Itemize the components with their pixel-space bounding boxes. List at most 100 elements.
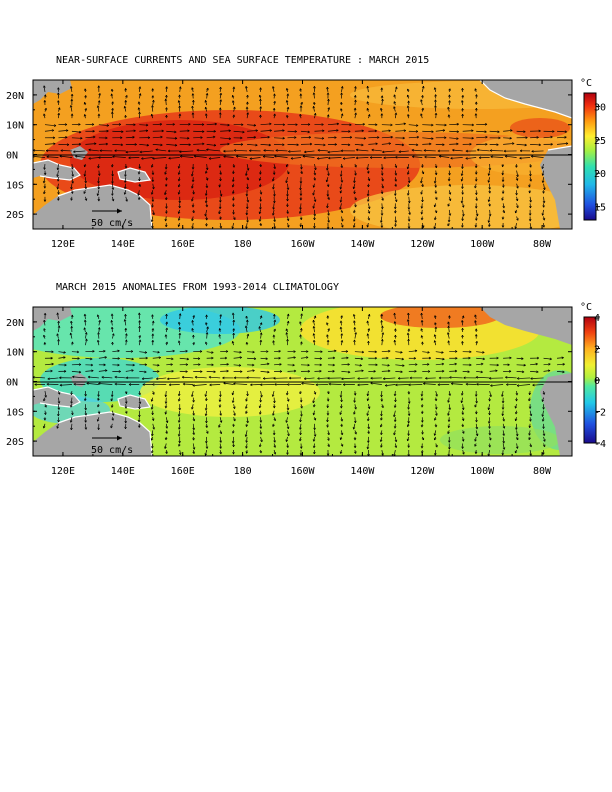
current-vector bbox=[194, 155, 207, 158]
current-vector-head bbox=[199, 350, 203, 353]
current-vector bbox=[327, 430, 330, 436]
current-vector-head bbox=[423, 382, 426, 386]
current-vector bbox=[206, 87, 209, 93]
current-vector-head bbox=[191, 320, 194, 323]
current-vector bbox=[112, 350, 120, 353]
current-vector-head bbox=[447, 321, 450, 325]
current-vector-head bbox=[239, 350, 242, 354]
current-vector-head bbox=[448, 88, 451, 91]
current-vector-head bbox=[468, 356, 471, 360]
current-vector-head bbox=[232, 114, 236, 117]
current-vector-head bbox=[379, 439, 383, 442]
current-vector-head bbox=[267, 362, 270, 366]
current-vector bbox=[542, 410, 544, 417]
current-vector-head bbox=[96, 339, 100, 343]
current-vector bbox=[326, 177, 329, 183]
current-vector-head bbox=[138, 406, 141, 410]
current-vector-head bbox=[420, 312, 423, 316]
current-vector bbox=[70, 423, 73, 430]
current-vector-head bbox=[141, 377, 145, 381]
current-vector-head bbox=[438, 155, 442, 158]
current-vector-head bbox=[390, 123, 393, 127]
current-vector-head bbox=[380, 399, 384, 402]
current-vector bbox=[152, 364, 160, 366]
current-vector bbox=[166, 357, 174, 360]
current-vector-head bbox=[84, 394, 87, 397]
current-vector bbox=[299, 321, 302, 326]
current-vector-head bbox=[191, 334, 195, 338]
current-vector-head bbox=[144, 370, 147, 374]
current-vector-head bbox=[334, 349, 337, 353]
current-vector-head bbox=[424, 155, 427, 159]
current-vector-head bbox=[96, 193, 100, 196]
current-vector bbox=[233, 106, 236, 112]
current-vector-head bbox=[352, 426, 356, 430]
current-vector-head bbox=[259, 98, 262, 102]
colorbar-tick-label: 2 bbox=[594, 345, 600, 356]
scale-arrow-bottom bbox=[92, 435, 122, 441]
current-vector-head bbox=[165, 114, 168, 118]
current-vector-head bbox=[231, 100, 235, 103]
current-vector-head bbox=[413, 356, 416, 360]
current-vector-head bbox=[231, 392, 235, 396]
current-vector bbox=[340, 391, 342, 398]
current-vector-head bbox=[57, 401, 61, 404]
current-vector-head bbox=[501, 394, 504, 397]
current-vector-head bbox=[340, 149, 344, 153]
current-vector-head bbox=[151, 314, 154, 317]
current-vector bbox=[178, 430, 181, 437]
current-vector-head bbox=[192, 418, 196, 422]
current-vector-head bbox=[317, 377, 320, 380]
current-vector-head bbox=[521, 370, 525, 374]
current-vector-head bbox=[308, 136, 312, 139]
current-vector-head bbox=[312, 319, 316, 323]
current-vector bbox=[448, 163, 451, 169]
current-vector-head bbox=[64, 363, 67, 367]
current-vector-head bbox=[488, 426, 491, 429]
current-vector-head bbox=[245, 106, 249, 110]
current-vector bbox=[223, 382, 234, 385]
current-vector-head bbox=[448, 184, 451, 187]
current-vector-head bbox=[415, 130, 419, 133]
current-vector-head bbox=[354, 407, 357, 410]
current-vector-head bbox=[461, 95, 465, 98]
current-vector-head bbox=[191, 186, 194, 189]
current-vector-head bbox=[288, 376, 292, 380]
current-vector-head bbox=[380, 213, 384, 216]
current-vector-head bbox=[515, 178, 519, 181]
current-vector bbox=[85, 196, 87, 201]
current-vector bbox=[219, 170, 222, 175]
current-vector bbox=[407, 170, 410, 175]
current-vector-head bbox=[461, 192, 465, 195]
current-vector-head bbox=[393, 414, 396, 418]
current-vector-head bbox=[550, 135, 553, 139]
current-vector bbox=[502, 417, 505, 422]
current-vector-head bbox=[474, 225, 478, 228]
current-vector-head bbox=[286, 106, 290, 110]
current-vector bbox=[304, 150, 315, 153]
current-vector-head bbox=[204, 408, 208, 411]
current-vector-head bbox=[174, 130, 177, 134]
current-vector-head bbox=[259, 87, 262, 90]
current-vector bbox=[395, 357, 404, 360]
current-vector-head bbox=[339, 187, 343, 190]
current-vector-head bbox=[259, 192, 263, 195]
current-vector-head bbox=[152, 157, 155, 160]
current-vector-head bbox=[50, 369, 53, 373]
current-vector bbox=[407, 190, 410, 196]
current-vector-head bbox=[353, 445, 357, 449]
current-vector bbox=[246, 216, 249, 223]
current-vector bbox=[205, 410, 208, 416]
current-vector-head bbox=[278, 356, 281, 360]
current-vector bbox=[542, 177, 544, 183]
current-vector-head bbox=[56, 333, 59, 336]
colorbar-unit-bottom: °C bbox=[580, 302, 592, 313]
current-vector-head bbox=[83, 191, 86, 194]
current-vector-head bbox=[246, 333, 250, 337]
current-vector-head bbox=[528, 213, 532, 216]
current-vector-head bbox=[286, 399, 290, 402]
current-vector bbox=[192, 417, 195, 422]
current-vector-head bbox=[273, 101, 276, 104]
current-vector-head bbox=[312, 92, 316, 95]
current-vector-head bbox=[496, 356, 499, 360]
